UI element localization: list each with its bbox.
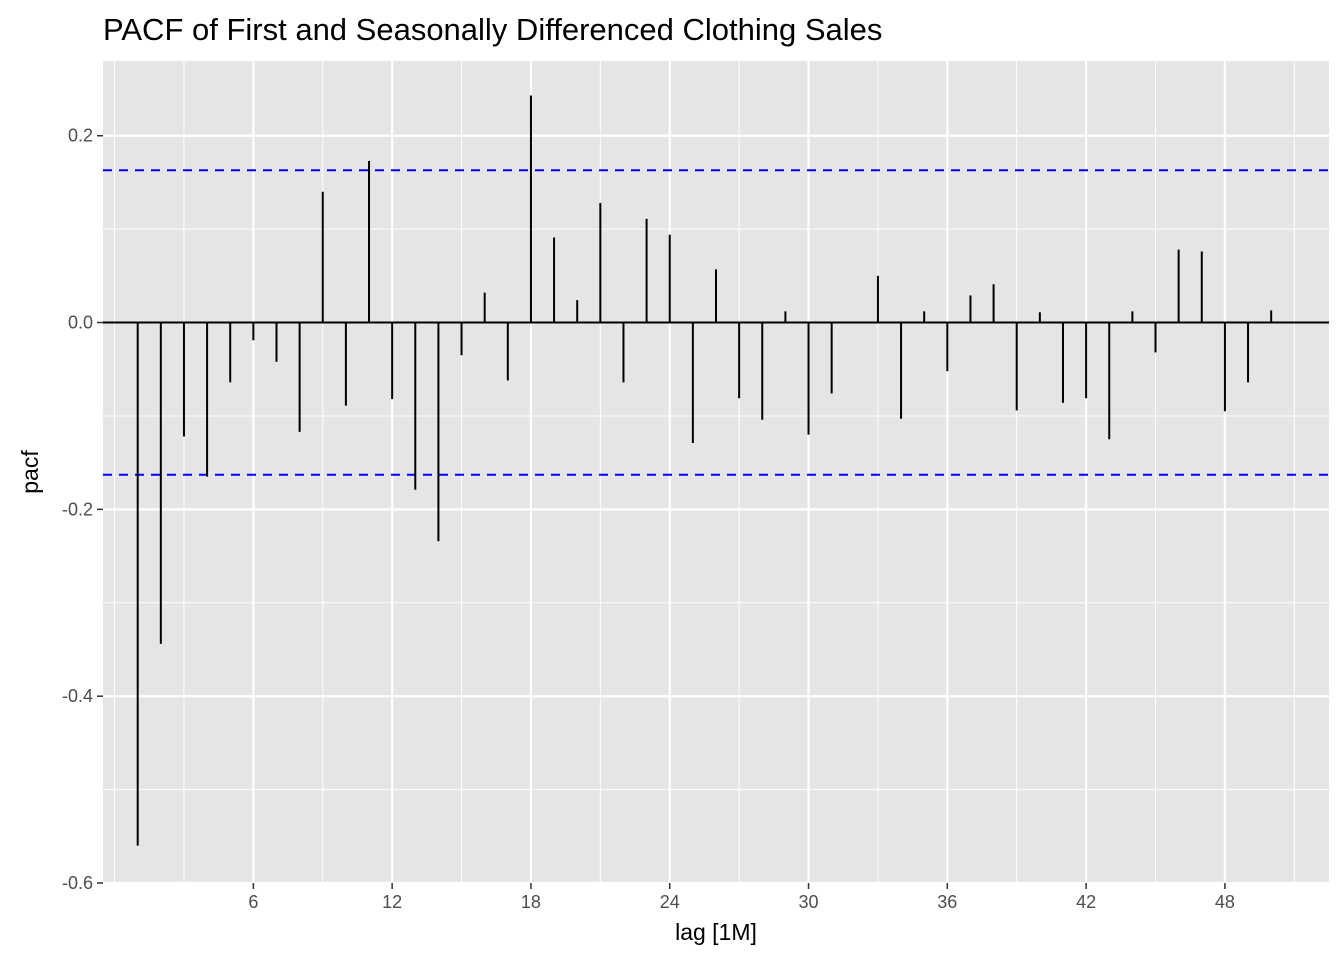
x-tick-label: 42 bbox=[1076, 892, 1096, 912]
y-tick-label: 0.2 bbox=[68, 126, 93, 146]
confidence-bounds bbox=[103, 169, 1329, 476]
x-tick-label: 24 bbox=[660, 892, 680, 912]
x-tick-label: 48 bbox=[1215, 892, 1235, 912]
x-tick-label: 6 bbox=[248, 892, 258, 912]
y-tick-label: 0.0 bbox=[68, 313, 93, 333]
plot-panel bbox=[103, 61, 1329, 883]
x-axis: 6 12 18 24 30 36 42 48 bbox=[248, 883, 1235, 912]
minor-gridlines bbox=[103, 61, 1329, 883]
pacf-bars bbox=[103, 95, 1329, 846]
x-axis-title: lag [1M] bbox=[675, 919, 757, 945]
x-tick-label: 30 bbox=[799, 892, 819, 912]
y-axis-title: pacf bbox=[17, 450, 43, 494]
y-tick-label: -0.6 bbox=[62, 873, 93, 893]
x-tick-label: 36 bbox=[937, 892, 957, 912]
x-tick-label: 18 bbox=[521, 892, 541, 912]
x-tick-label: 12 bbox=[382, 892, 402, 912]
major-gridlines bbox=[103, 61, 1329, 885]
chart-title: PACF of First and Seasonally Differenced… bbox=[103, 12, 882, 47]
y-tick-label: -0.4 bbox=[62, 686, 93, 706]
y-axis: -0.6 -0.4 -0.2 0.0 0.2 bbox=[62, 126, 103, 893]
y-tick-label: -0.2 bbox=[62, 499, 93, 519]
